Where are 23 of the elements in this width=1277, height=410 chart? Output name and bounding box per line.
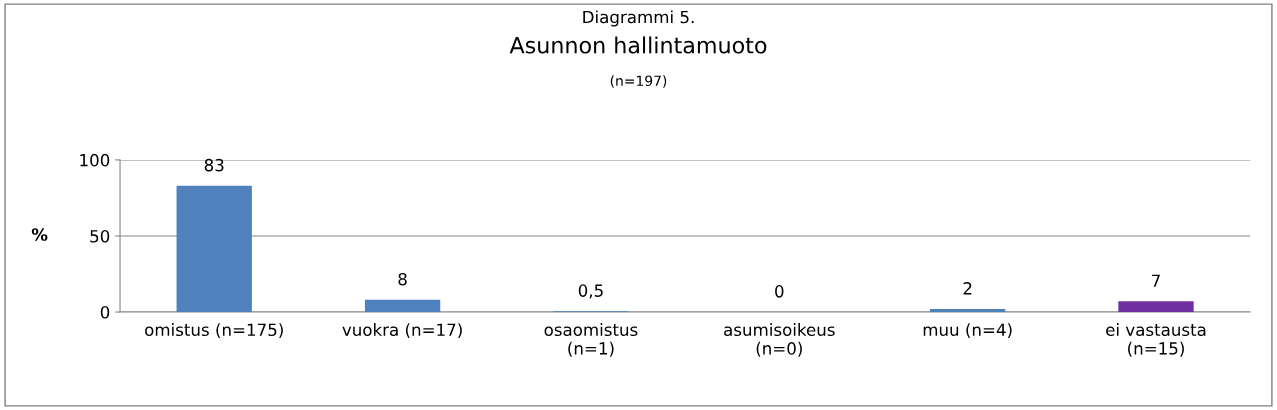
- y-axis-title: %: [31, 228, 48, 241]
- x-tick-label: osaomistus (n=1): [544, 323, 638, 357]
- data-label: 7: [1152, 274, 1160, 287]
- chart-title: Asunnon hallintamuoto: [509, 36, 767, 54]
- chart-subtitle: (n=197): [610, 75, 667, 88]
- data-label: 0,5: [578, 284, 603, 299]
- data-label: 0: [775, 285, 784, 298]
- data-label: 8: [398, 272, 407, 286]
- y-tick-label: 100: [80, 153, 110, 167]
- y-tick-label: 50: [90, 229, 110, 243]
- x-tick-label: vuokra (n=17): [342, 323, 462, 338]
- bar: [364, 299, 441, 313]
- text: Diagrammi 5.: [583, 10, 694, 27]
- bar: [1118, 301, 1194, 313]
- data-label: 83: [204, 158, 224, 172]
- x-tick-label: omistus (n=175): [145, 323, 283, 338]
- data-label: 2: [963, 282, 972, 295]
- x-tick-label: muu (n=4): [923, 323, 1012, 338]
- bar: [929, 308, 1006, 313]
- x-tick-label: ei vastausta (n=15): [1106, 323, 1206, 357]
- x-tick-label: asumisoikeus (n=0): [724, 323, 835, 357]
- bar: [176, 185, 252, 313]
- y-tick-label: 0: [100, 305, 110, 319]
